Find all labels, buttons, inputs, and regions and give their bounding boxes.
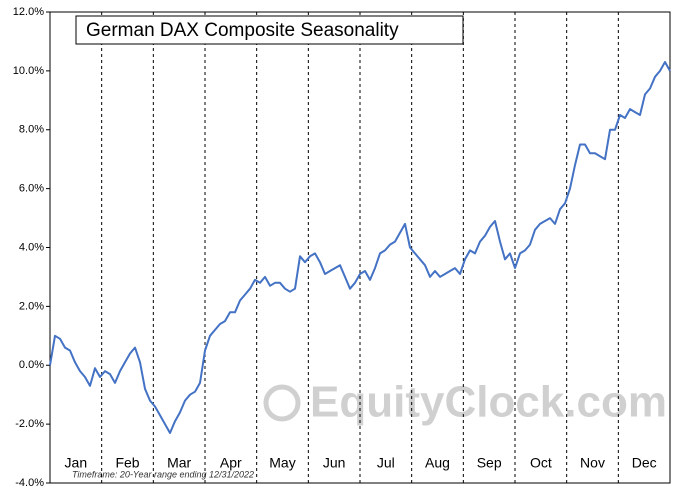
y-tick-label: 6.0% [19, 183, 44, 195]
x-tick-label: Aug [425, 455, 450, 471]
y-tick-label: -2.0% [15, 418, 44, 430]
y-tick-label: 2.0% [19, 300, 44, 312]
y-tick-label: 8.0% [19, 124, 44, 136]
y-tick-label: 0.0% [19, 359, 44, 371]
title-box [75, 15, 464, 45]
x-tick-label: Dec [632, 455, 657, 471]
footnote: Timeframe: 20-Year range ending 12/31/20… [72, 469, 254, 479]
x-tick-label: Nov [580, 455, 605, 471]
x-tick-label: Apr [220, 455, 242, 471]
month-dividers [101, 12, 619, 483]
y-tick-label: 10.0% [13, 65, 44, 77]
x-tick-label: Mar [167, 455, 191, 471]
watermark: EquityClock.com [310, 378, 667, 427]
x-tick-label: Oct [530, 455, 552, 471]
y-tick-label: -4.0% [15, 477, 44, 489]
x-tick-label: Jun [323, 455, 346, 471]
y-tick-label: 12.0% [13, 6, 44, 18]
chart-title: German DAX Composite Seasonality [86, 20, 399, 41]
x-tick-label: Jan [65, 455, 88, 471]
x-tick-label: Feb [115, 455, 139, 471]
series-line [49, 61, 671, 434]
x-tick-label: May [269, 455, 295, 471]
copyright-icon [263, 384, 301, 422]
y-tick-label: 4.0% [19, 241, 44, 253]
x-tick-label: Sep [477, 455, 502, 471]
x-tick-label: Jul [377, 455, 395, 471]
